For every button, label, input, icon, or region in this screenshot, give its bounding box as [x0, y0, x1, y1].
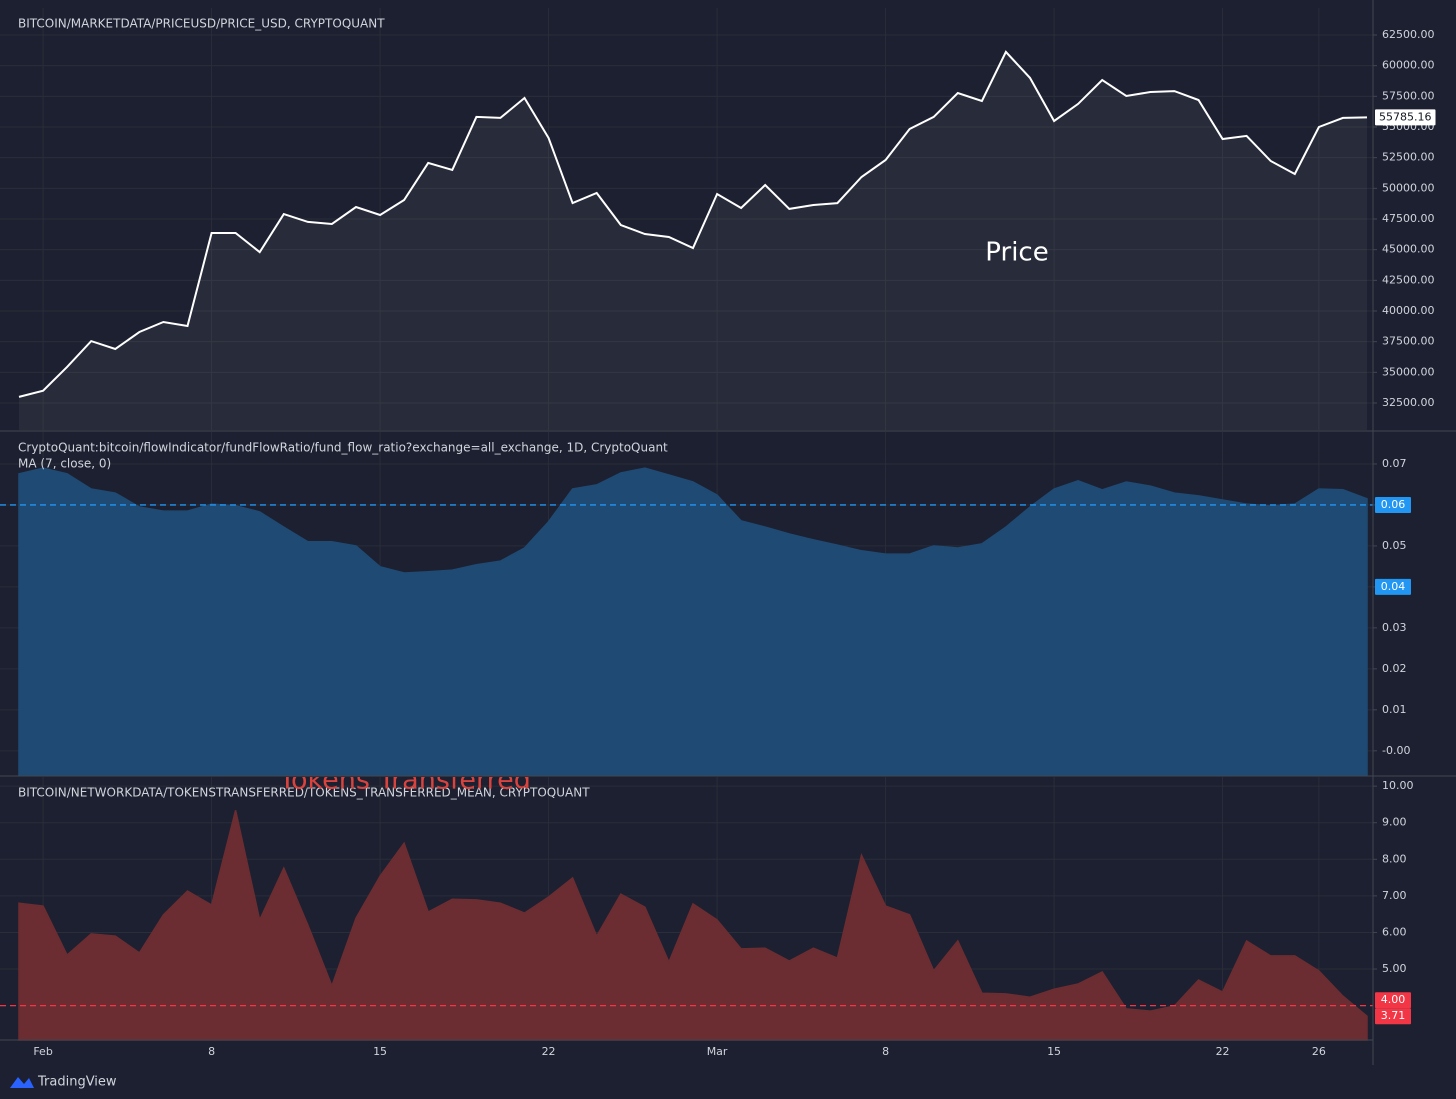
- tradingview-logo[interactable]: TradingView: [10, 1075, 117, 1090]
- price-tag: [1375, 1008, 1411, 1025]
- y-tick-label: 0.01: [1382, 703, 1407, 716]
- y-tick-label: 0.05: [1382, 539, 1407, 552]
- charts: Feb 8 15 22 Mar 8 15 22 26 32500.00 35000.00 37500.…: [0, 8, 1436, 1058]
- y-tick-label: 9.00: [1382, 816, 1407, 829]
- y-tick-label: 32500.00: [1382, 396, 1435, 409]
- y-tick-label: 60000.00: [1382, 59, 1435, 72]
- pane-title: BITCOIN/MARKETDATA/PRICEUSD/PRICE_USD, C…: [18, 17, 385, 31]
- pane-title: CryptoQuant:bitcoin/flowIndicator/fundFl…: [18, 441, 668, 455]
- y-tick-label: 37500.00: [1382, 335, 1435, 348]
- y-tick-label: 10.00: [1382, 779, 1414, 792]
- y-tick-label: 7.00: [1382, 889, 1407, 902]
- series-area: [18, 810, 1368, 1041]
- x-tick-label: 22: [542, 1045, 556, 1058]
- series-area: [18, 467, 1368, 776]
- price-tag-label: 55785.16: [1379, 110, 1432, 123]
- x-tick-label: 8: [208, 1045, 215, 1058]
- brand-name: TradingView: [37, 1075, 117, 1090]
- annotation: Price: [985, 238, 1048, 268]
- price-tag: [1375, 496, 1411, 513]
- y-tick-label: 0.07: [1382, 457, 1407, 470]
- y-tick-label: 8.00: [1382, 852, 1407, 865]
- y-tick-label: 42500.00: [1382, 273, 1435, 286]
- y-tick-label: 0.02: [1382, 662, 1407, 675]
- pane-subtitle: MA (7, close, 0): [18, 457, 111, 471]
- y-tick-label: 40000.00: [1382, 304, 1435, 317]
- y-tick-label: 57500.00: [1382, 89, 1435, 102]
- y-tick-label: -0.00: [1382, 744, 1410, 757]
- y-tick-label: 6.00: [1382, 925, 1407, 938]
- y-tick-label: 62500.00: [1382, 28, 1435, 41]
- pane-title: BITCOIN/NETWORKDATA/TOKENSTRANSFERRED/TO…: [18, 786, 590, 800]
- logo-icon: [10, 1077, 34, 1088]
- price-tag-label: 0.06: [1381, 498, 1406, 511]
- price-area: [19, 51, 1367, 431]
- y-tick-label: 50000.00: [1382, 181, 1435, 194]
- annotation: Tokens Transferred: [278, 765, 531, 796]
- price-tag-label: 0.04: [1381, 580, 1406, 593]
- x-tick-label: Mar: [707, 1045, 728, 1058]
- x-tick-label: 8: [882, 1045, 889, 1058]
- price-line: [18, 50, 1368, 398]
- price-tag: [1375, 578, 1411, 595]
- y-tick-label: 5.00: [1382, 962, 1407, 975]
- x-tick-label: 22: [1216, 1045, 1230, 1058]
- x-tick-label: 15: [1047, 1045, 1061, 1058]
- y-tick-label: 35000.00: [1382, 365, 1435, 378]
- y-tick-label: 52500.00: [1382, 151, 1435, 164]
- x-tick-label: 26: [1312, 1045, 1326, 1058]
- x-tick-label: 15: [373, 1045, 387, 1058]
- price-tag-label: 3.71: [1381, 1009, 1406, 1022]
- y-tick-label: 47500.00: [1382, 212, 1435, 225]
- price-tag-label: 4.00: [1381, 993, 1406, 1006]
- x-tick-label: Feb: [33, 1045, 52, 1058]
- price-tag: [1375, 109, 1436, 126]
- y-tick-label: 0.03: [1382, 621, 1407, 634]
- y-tick-label: 45000.00: [1382, 243, 1435, 256]
- price-tag: [1375, 992, 1411, 1009]
